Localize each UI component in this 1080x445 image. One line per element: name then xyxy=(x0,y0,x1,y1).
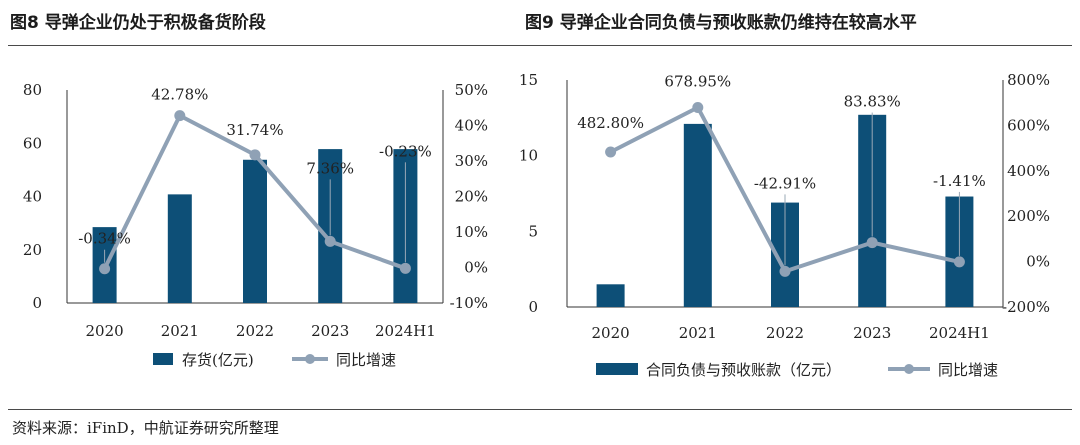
xtick-left: 2023 xyxy=(311,322,349,340)
ytick-left-right: 15 xyxy=(519,71,538,89)
ytick-right-left: 50% xyxy=(455,81,488,99)
growth-point-right xyxy=(605,146,617,158)
xtick-right: 2023 xyxy=(853,324,891,342)
chart-title-left: 图8 导弹企业仍处于积极备货阶段 xyxy=(10,13,266,33)
xtick-right: 2021 xyxy=(679,324,717,342)
xtick-right: 2022 xyxy=(766,324,804,342)
growth-point-right xyxy=(692,101,704,113)
ytick-left-left: 60 xyxy=(23,134,42,152)
legend-line-marker-right xyxy=(904,364,914,374)
ytick-right-right: -200% xyxy=(1002,298,1050,316)
xtick-left: 2024H1 xyxy=(375,322,436,340)
bar-left xyxy=(167,194,192,303)
growth-point-right xyxy=(779,265,791,277)
ytick-right-left: 10% xyxy=(455,223,488,241)
ytick-left-right: 10 xyxy=(519,147,538,165)
ytick-right-left: -10% xyxy=(450,294,488,312)
data-label-right: 482.80% xyxy=(577,114,644,132)
xtick-right: 2024H1 xyxy=(929,324,990,342)
ytick-right-right: 0% xyxy=(1026,253,1050,271)
ytick-right-right: 800% xyxy=(1007,71,1050,89)
data-label-right: 678.95% xyxy=(664,72,731,90)
bar-right xyxy=(683,123,712,308)
source-note: 资料来源：iFinD，中航证券研究所整理 xyxy=(12,419,279,437)
growth-point-left xyxy=(324,235,336,247)
ytick-left-left: 0 xyxy=(32,294,42,312)
growth-point-right xyxy=(953,256,965,268)
ytick-right-left: 20% xyxy=(455,188,488,206)
growth-point-right xyxy=(866,237,878,249)
footer-divider xyxy=(8,409,1072,410)
xtick-left: 2021 xyxy=(161,322,199,340)
data-label-right: -1.41% xyxy=(933,172,986,190)
legend-bar-label-left: 存货(亿元) xyxy=(182,351,254,369)
ytick-left-right: 0 xyxy=(528,298,538,316)
data-label-right: -42.91% xyxy=(754,174,816,192)
data-label-left: -0.34% xyxy=(78,230,131,248)
ytick-right-left: 40% xyxy=(455,117,488,135)
ytick-right-left: 30% xyxy=(455,152,488,170)
legend-line-label-right: 同比增速 xyxy=(938,361,998,379)
bar-right xyxy=(596,284,625,307)
growth-point-left xyxy=(174,110,186,122)
growth-point-left xyxy=(399,262,411,274)
data-label-right: 83.83% xyxy=(844,93,901,111)
ytick-left-left: 80 xyxy=(23,81,42,99)
ytick-right-right: 400% xyxy=(1007,162,1050,180)
ytick-left-right: 5 xyxy=(528,222,538,240)
ytick-left-left: 20 xyxy=(23,241,42,259)
ytick-right-right: 600% xyxy=(1007,116,1050,134)
data-label-left: 7.36% xyxy=(306,159,354,177)
data-label-left: 42.78% xyxy=(151,86,208,104)
xtick-left: 2022 xyxy=(236,322,274,340)
data-label-left: 31.74% xyxy=(226,121,283,139)
ytick-right-left: 0% xyxy=(464,259,488,277)
legend-line-marker-left xyxy=(305,354,315,364)
chart-title-right: 图9 导弹企业合同负债与预收账款仍维持在较高水平 xyxy=(525,13,917,33)
growth-point-left xyxy=(249,149,261,161)
xtick-right: 2020 xyxy=(592,324,630,342)
header-divider xyxy=(8,45,1072,46)
data-label-left: -0.23% xyxy=(379,142,432,160)
bar-left xyxy=(243,159,267,303)
legend-bar-swatch-right xyxy=(596,363,638,375)
ytick-right-right: 200% xyxy=(1007,207,1050,225)
legend-bar-label-right: 合同负债与预收账款（亿元） xyxy=(646,361,841,379)
xtick-left: 2020 xyxy=(86,322,124,340)
legend-bar-swatch-left xyxy=(153,353,173,365)
ytick-left-left: 40 xyxy=(23,188,42,206)
growth-point-left xyxy=(99,263,111,275)
legend-line-label-left: 同比增速 xyxy=(336,351,396,369)
